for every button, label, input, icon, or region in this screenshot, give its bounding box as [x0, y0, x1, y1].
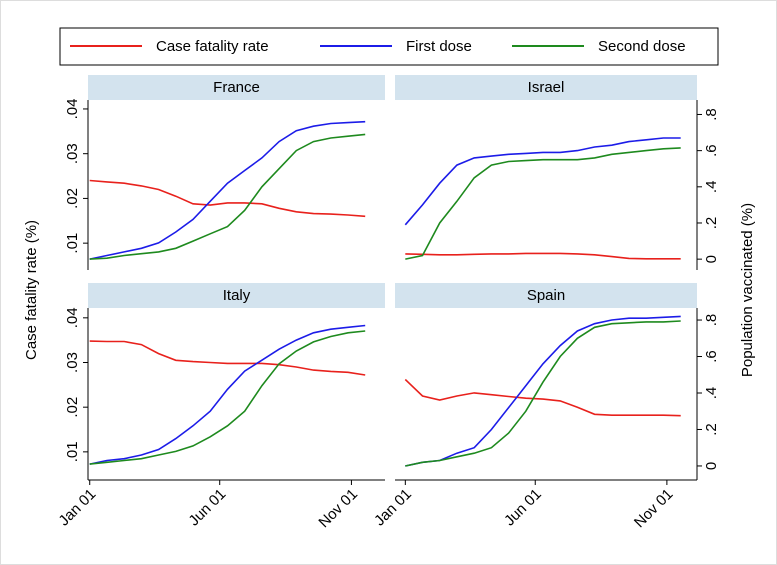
series-line [404, 137, 681, 226]
y2-tick-label: .2 [703, 423, 720, 436]
y2-tick-label: 0 [703, 462, 720, 470]
y-tick-label: .03 [64, 143, 81, 164]
panel-header [88, 283, 385, 308]
panel-title: France [213, 79, 260, 96]
y-tick-label: .01 [64, 233, 81, 254]
series-line [405, 147, 681, 260]
series-line [89, 120, 366, 260]
series-line [405, 252, 681, 260]
panel-title: Italy [223, 287, 251, 304]
panel-header [395, 283, 697, 308]
y-axis-label: Case fatality rate (%) [23, 220, 40, 360]
y2-tick-label: .8 [703, 108, 720, 121]
series-line [89, 133, 366, 260]
y-tick-label: .04 [64, 307, 81, 328]
series-line [89, 179, 366, 218]
y2-tick-label: .2 [703, 217, 720, 230]
y-tick-label: .03 [64, 352, 81, 373]
y-tick-label: .01 [64, 441, 81, 462]
y2-tick-label: .4 [703, 181, 720, 194]
y-tick-label: .02 [64, 397, 81, 418]
y2-tick-label: 0 [703, 255, 720, 263]
series-line [405, 315, 681, 467]
y-tick-label: .04 [64, 99, 81, 120]
y2-tick-label: .6 [703, 144, 720, 157]
series-line [89, 330, 366, 465]
panel-title: Israel [528, 79, 565, 96]
series-line [404, 378, 681, 417]
series-line [89, 340, 366, 376]
y2-tick-label: .4 [703, 387, 720, 400]
panel-header [88, 75, 385, 100]
legend-label: First dose [406, 38, 472, 55]
y-tick-label: .02 [64, 188, 81, 209]
panel-header [395, 75, 697, 100]
y2-axis-label: Population vaccinated (%) [739, 203, 756, 377]
y2-tick-label: .6 [703, 350, 720, 363]
legend-label: Case fatality rate [156, 38, 269, 55]
panel-title: Spain [527, 287, 565, 304]
series-line [89, 324, 366, 465]
legend-label: Second dose [598, 38, 686, 55]
y2-tick-label: .8 [703, 314, 720, 327]
series-line [405, 320, 681, 467]
